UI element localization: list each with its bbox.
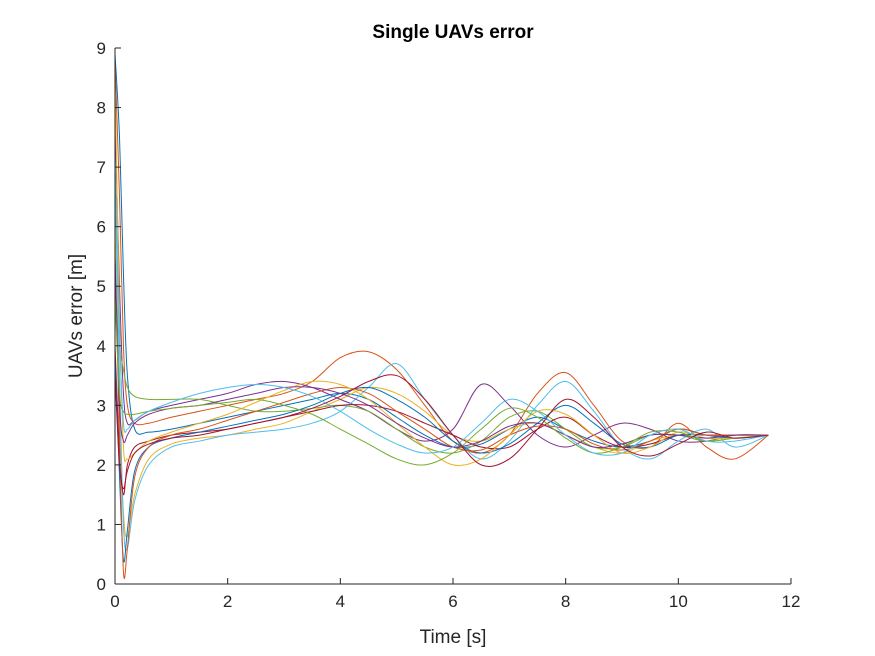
chart-title: Single UAVs error <box>372 22 534 43</box>
y-tick-label: 3 <box>97 396 106 415</box>
y-tick-label: 7 <box>97 158 106 177</box>
series-layer <box>114 53 769 580</box>
x-tick-label: 10 <box>669 592 688 611</box>
y-tick-label: 1 <box>97 515 106 534</box>
x-ticks: 0 2 4 6 8 10 12 <box>110 578 800 611</box>
x-tick-label: 4 <box>336 592 345 611</box>
x-tick-label: 0 <box>110 592 119 611</box>
series-line-12 <box>114 298 769 466</box>
y-axis-title: UAVs error [m] <box>66 254 87 378</box>
series-line-13 <box>114 155 769 456</box>
y-tick-label: 4 <box>97 337 106 356</box>
y-tick-label: 9 <box>97 39 106 58</box>
x-tick-label: 8 <box>561 592 570 611</box>
series-line-14 <box>114 374 769 490</box>
x-tick-label: 12 <box>782 592 801 611</box>
y-tick-label: 2 <box>97 456 106 475</box>
y-tick-label: 6 <box>97 218 106 237</box>
y-ticks: 0 1 2 3 4 5 6 7 8 9 <box>97 39 121 594</box>
series-line-10 <box>114 77 769 466</box>
x-tick-label: 2 <box>223 592 232 611</box>
plot-area <box>115 48 791 584</box>
y-tick-label: 8 <box>97 99 106 118</box>
x-tick-label: 6 <box>448 592 457 611</box>
y-tick-label: 0 <box>97 575 106 594</box>
x-axis-title: Time [s] <box>420 627 487 648</box>
series-line-5 <box>114 286 769 454</box>
y-tick-label: 5 <box>97 277 106 296</box>
